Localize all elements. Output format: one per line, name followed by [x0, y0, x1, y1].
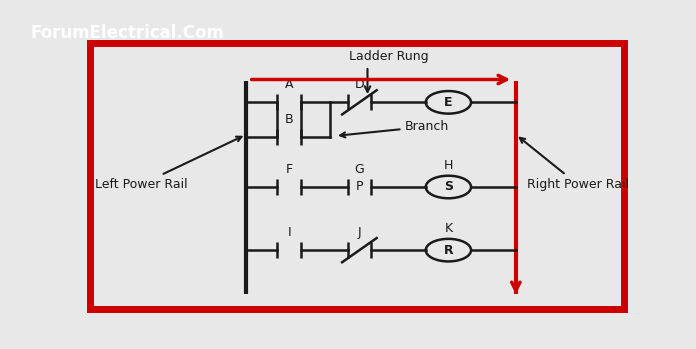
Text: D: D [354, 78, 364, 91]
Text: K: K [444, 222, 452, 235]
Text: B: B [285, 113, 294, 126]
Text: I: I [287, 226, 291, 239]
Text: A: A [285, 78, 294, 91]
Text: Left Power Rail: Left Power Rail [95, 137, 242, 191]
Text: Branch: Branch [340, 120, 450, 138]
Text: R: R [443, 244, 453, 257]
Text: Ladder Rung: Ladder Rung [349, 50, 429, 63]
Text: H: H [444, 159, 453, 172]
Text: ForumElectrical.Com: ForumElectrical.Com [31, 24, 224, 42]
Text: S: S [444, 180, 453, 193]
Text: E: E [444, 96, 452, 109]
Text: Right Power Rail: Right Power Rail [520, 138, 628, 191]
Text: F: F [286, 163, 293, 176]
Text: P: P [356, 180, 363, 193]
Text: J: J [358, 226, 361, 239]
Text: G: G [354, 163, 364, 176]
